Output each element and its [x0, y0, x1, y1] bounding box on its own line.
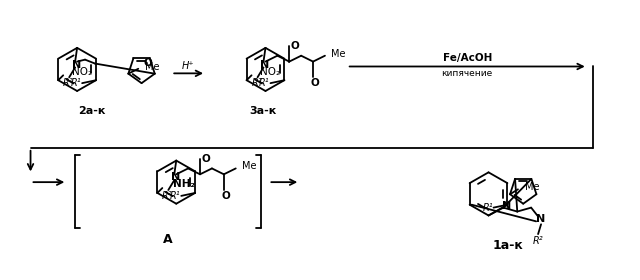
Text: NO₂: NO₂ — [260, 67, 280, 77]
Text: N: N — [72, 60, 81, 69]
Text: N: N — [260, 60, 269, 69]
Text: Fe/AcOH: Fe/AcOH — [442, 53, 492, 63]
Text: O: O — [291, 41, 300, 51]
Text: R¹: R¹ — [170, 191, 180, 201]
Text: N: N — [171, 172, 180, 182]
Text: Me: Me — [242, 162, 256, 171]
Text: R¹: R¹ — [71, 78, 81, 88]
Text: 3a-к: 3a-к — [249, 106, 276, 116]
Text: NH₂: NH₂ — [173, 179, 195, 189]
Text: NO₂: NO₂ — [72, 67, 92, 77]
Text: кипячение: кипячение — [442, 69, 493, 78]
Text: Me: Me — [331, 49, 346, 59]
Text: R²: R² — [252, 78, 262, 88]
Text: H⁺: H⁺ — [182, 62, 195, 71]
Text: Me: Me — [525, 182, 540, 192]
Text: R²: R² — [162, 191, 173, 201]
Text: R²: R² — [63, 78, 74, 88]
Text: N: N — [536, 214, 546, 224]
Text: 1a-к: 1a-к — [493, 239, 524, 252]
Text: 2a-к: 2a-к — [78, 106, 106, 116]
Text: O: O — [202, 154, 211, 164]
Text: O: O — [143, 58, 152, 68]
Text: O: O — [221, 191, 230, 201]
Text: R²: R² — [532, 236, 543, 246]
Text: R¹: R¹ — [259, 78, 270, 88]
Text: N: N — [502, 201, 511, 211]
Text: Me: Me — [145, 62, 160, 72]
Text: A: A — [163, 234, 173, 246]
Text: O: O — [310, 78, 319, 88]
Text: R¹: R¹ — [483, 203, 493, 213]
